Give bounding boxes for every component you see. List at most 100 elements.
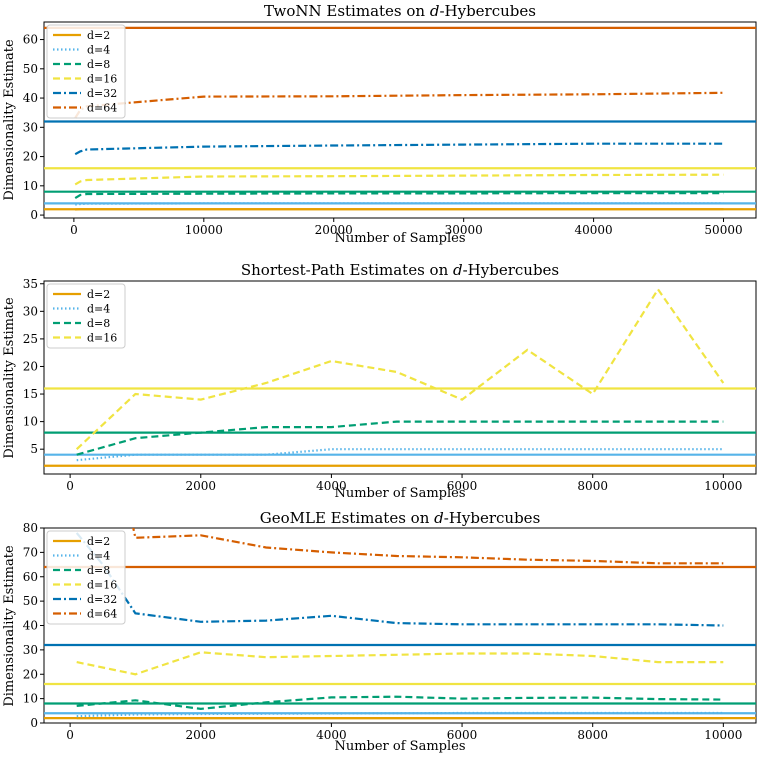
y-tick-label: 10 [23, 415, 38, 429]
legend: d=2 d=4d=8 d=16d=32 d=64 [46, 530, 126, 625]
legend-label-d64: d=64 [87, 102, 117, 115]
y-tick-label: 0 [30, 716, 38, 730]
panel-twonn: 0 10000 20000 30000 40000 50000 0 10 20 30 40 50 60… [2, 2, 757, 246]
x-tick-label: 4000 [316, 479, 347, 493]
y-tick-label: 35 [23, 277, 38, 291]
x-tick-label: 8000 [577, 728, 608, 742]
x-axis: 0 2000 4000 6000 8000 10000 [66, 474, 742, 493]
x-tick-label: 0 [70, 223, 78, 237]
plot-frame [43, 527, 757, 724]
legend-box [46, 24, 126, 119]
y-tick-label: 30 [23, 304, 38, 318]
x-tick-label: 8000 [577, 479, 608, 493]
y-tick-label: 5 [30, 442, 38, 456]
y-axis: 0 10 20 30 40 50 60 70 80 [23, 521, 44, 730]
series-line-d8 [76, 420, 724, 456]
x-axis-label: Number of Samples [334, 231, 465, 246]
x-axis: 0 10000 20000 30000 40000 50000 [70, 218, 743, 237]
x-tick-label: 30000 [445, 223, 483, 237]
y-tick-label: 70 [23, 545, 38, 559]
y-tick-label: 10 [23, 692, 38, 706]
x-tick-label: 2000 [185, 479, 216, 493]
legend-label-d8: d=8 [87, 564, 110, 577]
legend-label-d2: d=2 [87, 29, 110, 42]
y-tick-label: 20 [23, 150, 38, 164]
y-tick-label: 30 [23, 643, 38, 657]
x-tick-label: 40000 [574, 223, 612, 237]
legend-label-d2: d=2 [87, 288, 110, 301]
legend-label-d32: d=32 [87, 87, 117, 100]
x-axis-label: Number of Samples [334, 739, 465, 754]
x-tick-label: 2000 [185, 728, 216, 742]
x-tick-label: 6000 [447, 479, 478, 493]
legend-box [46, 530, 126, 625]
series-line-d16 [74, 173, 724, 186]
series-line-d4 [76, 711, 724, 718]
series-line-d8 [74, 192, 724, 200]
y-tick-label: 15 [23, 387, 38, 401]
x-tick-label: 10000 [704, 479, 742, 493]
y-tick-label: 25 [23, 332, 38, 346]
y-axis: 0 10 20 30 40 50 60 [23, 33, 44, 222]
y-tick-label: 0 [30, 208, 38, 222]
y-tick-label: 80 [23, 521, 38, 535]
y-tick-label: 40 [23, 619, 38, 633]
legend-label-d4: d=4 [87, 550, 110, 563]
y-axis: 5 10 15 20 25 30 35 [23, 277, 44, 456]
legend-label-d4: d=4 [87, 303, 110, 316]
x-axis-label: Number of Samples [334, 486, 465, 501]
x-tick-label: 50000 [704, 223, 742, 237]
series-layer [44, 26, 756, 211]
panel-geomle: 0 2000 4000 6000 8000 10000 0 10 20 30 40 50 60 70 80… [2, 509, 757, 754]
series-line-d4 [76, 448, 724, 462]
legend: d=2 d=4d=8 d=16 [46, 283, 126, 349]
y-axis-label: Dimensionality Estimate [2, 545, 17, 707]
y-tick-label: 60 [23, 570, 38, 584]
series-line-d8 [76, 695, 724, 711]
series-line-d64 [132, 528, 724, 565]
legend-label-d2: d=2 [87, 535, 110, 548]
y-tick-label: 40 [23, 91, 38, 105]
legend-label-d16: d=16 [87, 579, 117, 592]
x-tick-label: 0 [66, 728, 74, 742]
panel-shortest-path: 0 2000 4000 6000 8000 10000 5 10 15 20 25 30 35 Sho… [2, 261, 757, 501]
x-tick-label: 6000 [447, 728, 478, 742]
legend-label-d16: d=16 [87, 332, 117, 345]
plot-frame [43, 21, 757, 219]
series-layer [44, 528, 756, 720]
series-line-d16 [75, 287, 725, 451]
series-line-d32 [75, 532, 724, 627]
y-tick-label: 50 [23, 594, 38, 608]
y-tick-label: 20 [23, 667, 38, 681]
x-tick-label: 20000 [315, 223, 353, 237]
legend-label-d8: d=8 [87, 58, 110, 71]
series-line-d32 [74, 142, 724, 156]
x-tick-label: 0 [66, 479, 74, 493]
chart-title: GeoMLE Estimates on d-Hybercubes [260, 509, 541, 527]
y-axis-label: Dimensionality Estimate [2, 39, 17, 201]
legend-label-d8: d=8 [87, 317, 110, 330]
y-axis-label: Dimensionality Estimate [2, 297, 17, 459]
y-tick-label: 50 [23, 62, 38, 76]
legend-label-d64: d=64 [87, 608, 117, 621]
legend-label-d32: d=32 [87, 593, 117, 606]
series-line-d16 [76, 651, 724, 676]
series-line-d64 [74, 91, 724, 119]
x-tick-label: 10000 [185, 223, 223, 237]
legend-label-d4: d=4 [87, 44, 110, 57]
x-tick-label: 10000 [704, 728, 742, 742]
chart-title: Shortest-Path Estimates on d-Hybercubes [241, 261, 559, 279]
y-tick-label: 10 [23, 179, 38, 193]
y-tick-label: 30 [23, 120, 38, 134]
series-layer [44, 287, 756, 467]
chart-title: TwoNN Estimates on d-Hybercubes [264, 2, 536, 20]
y-tick-label: 20 [23, 359, 38, 373]
legend: d=2 d=4d=8 d=16d=32 d=64 [46, 24, 126, 119]
legend-box [46, 283, 126, 349]
y-tick-label: 60 [23, 33, 38, 47]
x-tick-label: 4000 [316, 728, 347, 742]
legend-label-d16: d=16 [87, 73, 117, 86]
plot-frame [43, 280, 757, 475]
x-axis: 0 2000 4000 6000 8000 10000 [66, 723, 742, 742]
